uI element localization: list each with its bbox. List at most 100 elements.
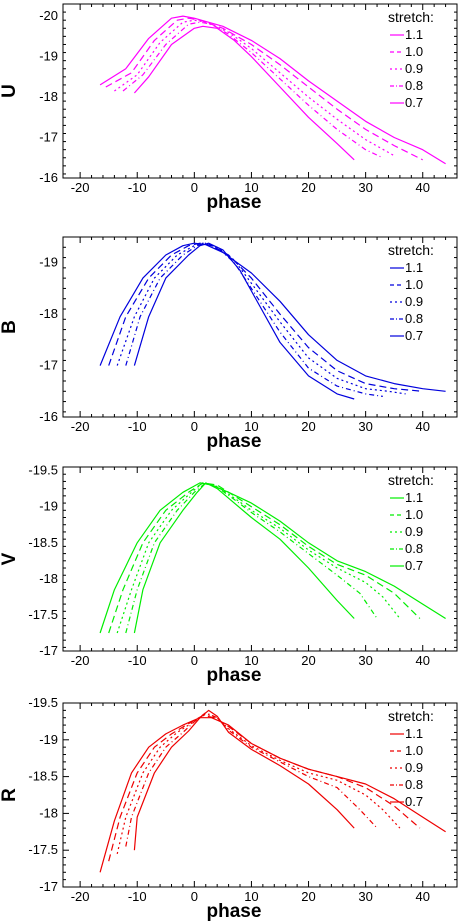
- x-tick-label: 20: [301, 653, 315, 668]
- x-tick-label: 0: [191, 419, 198, 434]
- series-line-0.7: [133, 25, 355, 161]
- x-tick-label: 40: [416, 653, 430, 668]
- series-line-0.8: [125, 711, 378, 847]
- legend-entry: 0.9: [405, 760, 423, 775]
- series-line-0.8: [122, 21, 384, 159]
- x-tick-label: 30: [358, 419, 372, 434]
- x-tick-label: 10: [244, 889, 258, 904]
- y-tick-label: -18: [39, 571, 58, 586]
- series-line-0.7: [133, 242, 355, 400]
- legend-entry: 1.0: [405, 277, 423, 292]
- legend-entry: 0.7: [405, 328, 423, 343]
- legend-entry: 1.0: [405, 44, 423, 59]
- legend-entry: 1.1: [405, 726, 423, 741]
- y-tick-label: -17.5: [28, 607, 58, 622]
- y-tick-label: -19: [39, 49, 58, 64]
- legend-title: stretch:: [388, 242, 434, 258]
- x-tick-label: -20: [71, 889, 90, 904]
- x-tick-label: 30: [358, 653, 372, 668]
- x-tick-label: 20: [301, 180, 315, 195]
- x-tick-label: -10: [128, 889, 147, 904]
- series-line-1.1: [99, 15, 446, 165]
- y-tick-label: -19.5: [28, 695, 58, 710]
- series-line-0.8: [125, 242, 383, 397]
- legend-title: stretch:: [388, 708, 434, 724]
- series-line-1.1: [99, 482, 446, 634]
- series-line-1.0: [108, 482, 421, 634]
- x-axis-label: phase: [207, 665, 262, 686]
- y-tick-label: -19: [39, 732, 58, 747]
- y-tick-label: -17.5: [28, 842, 58, 857]
- legend-entry: 0.8: [405, 311, 423, 326]
- series-line-0.8: [125, 482, 378, 634]
- x-tick-label: 0: [191, 889, 198, 904]
- chart-panel-u: -20 -10 0 10 20 30 40 -20 -19 -18 -17 -16 phase Ustre…: [0, 3, 458, 213]
- x-axis-label: phase: [207, 431, 262, 452]
- legend-entry: 0.8: [405, 78, 423, 93]
- x-tick-label: -20: [71, 419, 90, 434]
- x-tick-label: -20: [71, 180, 90, 195]
- y-axis-label: B: [0, 320, 20, 334]
- plot-frame: [62, 466, 458, 652]
- chart-panel-v: -20 -10 0 10 20 30 40 -19.5 -19 -18.5 -18 -17.5 -17 p…: [0, 463, 458, 686]
- x-axis-label: phase: [207, 901, 262, 922]
- plot-frame: [62, 3, 458, 179]
- legend-entry: 0.7: [405, 558, 423, 573]
- legend-entry: 1.0: [405, 743, 423, 758]
- y-tick-label: -18.5: [28, 535, 58, 550]
- x-tick-label: 40: [416, 180, 430, 195]
- x-tick-label: 20: [301, 419, 315, 434]
- series-line-1.0: [108, 242, 423, 392]
- series-line-1.1: [99, 717, 446, 873]
- x-tick-label: 40: [416, 889, 430, 904]
- y-tick-label: -17: [39, 358, 58, 373]
- plot-frame: [62, 236, 458, 418]
- x-tick-label: 10: [244, 180, 258, 195]
- x-tick-label: -10: [128, 180, 147, 195]
- y-tick-label: -17: [39, 130, 58, 145]
- y-tick-label: -17: [39, 879, 58, 894]
- series-line-0.7: [133, 709, 355, 851]
- y-tick-label: -18: [39, 805, 58, 820]
- legend-entry: 1.1: [405, 490, 423, 505]
- legend-entry: 0.8: [405, 777, 423, 792]
- series-line-0.9: [116, 482, 401, 634]
- x-tick-label: -10: [128, 653, 147, 668]
- series-line-0.9: [116, 713, 401, 855]
- legend-entry: 0.9: [405, 294, 423, 309]
- y-tick-label: -16: [39, 409, 58, 424]
- legend-entry: 0.7: [405, 794, 423, 809]
- y-tick-label: -16: [39, 170, 58, 185]
- x-tick-label: -10: [128, 419, 147, 434]
- legend-entry: 0.7: [405, 95, 423, 110]
- y-tick-label: -18: [39, 306, 58, 321]
- x-tick-label: 0: [191, 180, 198, 195]
- legend-entry: 0.8: [405, 541, 423, 556]
- x-tick-label: 20: [301, 889, 315, 904]
- y-tick-label: -19.5: [28, 463, 58, 478]
- chart-panel-b: -20 -10 0 10 20 30 40 -19 -18 -17 -16 phase Bstretch…: [0, 236, 458, 452]
- legend-entry: 1.1: [405, 260, 423, 275]
- plot-frame: [62, 702, 458, 888]
- x-tick-label: 30: [358, 180, 372, 195]
- y-tick-label: -18: [39, 89, 58, 104]
- series-line-0.9: [114, 19, 395, 157]
- x-tick-label: 0: [191, 653, 198, 668]
- legend-entry: 0.9: [405, 524, 423, 539]
- series-line-1.0: [105, 17, 423, 161]
- series-line-0.9: [116, 242, 406, 395]
- x-tick-label: 10: [244, 419, 258, 434]
- y-tick-label: -19: [39, 499, 58, 514]
- legend-title: stretch:: [388, 472, 434, 488]
- y-axis-label: V: [0, 552, 20, 565]
- y-axis-label: R: [0, 788, 20, 802]
- y-tick-label: -17: [39, 643, 58, 658]
- series-line-1.1: [99, 242, 446, 392]
- legend-entry: 0.9: [405, 61, 423, 76]
- x-tick-label: 40: [416, 419, 430, 434]
- chart-panel-r: -20 -10 0 10 20 30 40 -19.5 -19 -18.5 -18 -17.5 -17 p…: [0, 695, 458, 922]
- y-tick-label: -18.5: [28, 769, 58, 784]
- x-tick-label: 10: [244, 653, 258, 668]
- x-tick-label: -20: [71, 653, 90, 668]
